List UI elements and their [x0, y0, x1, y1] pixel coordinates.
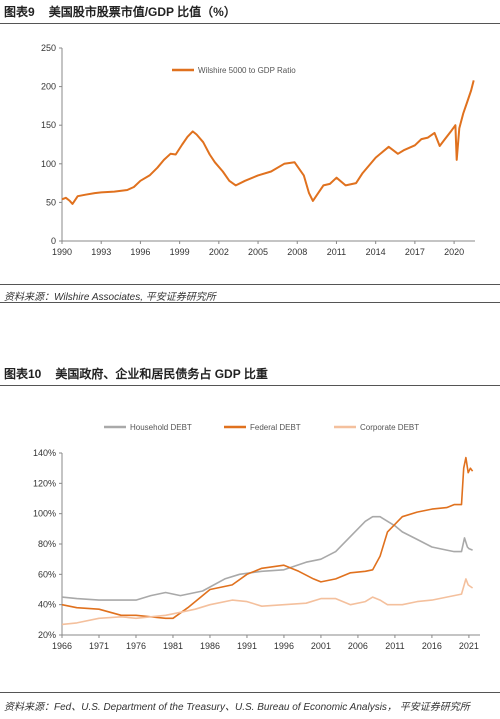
figure-header-1: 图表9 美国股市股票市值/GDP 比值（%） — [0, 0, 500, 22]
x-tick-label: 2001 — [311, 641, 331, 651]
legend-label-corporate-debt: Corporate DEBT — [360, 423, 419, 432]
y-tick-label: 100 — [41, 159, 56, 169]
x-tick-label: 1976 — [126, 641, 146, 651]
source-note: 资料来源：Fed、U.S. Department of the Treasury… — [4, 702, 470, 713]
source-note: 资料来源：Wilshire Associates, 平安证券研究所 — [4, 292, 216, 303]
x-tick-label: 1971 — [89, 641, 109, 651]
stock-to-gdp-chart: 1990 1993 1996 1999 2002 2005 2008 2011 2014 2017… — [41, 43, 475, 257]
header-rule — [0, 23, 500, 24]
figure-label: 图表10 — [4, 366, 42, 381]
y-tick-label: 150 — [41, 120, 56, 130]
figure-header-2: 图表10 美国政府、企业和居民债务占 GDP 比重 — [0, 362, 500, 384]
footer-rule — [0, 302, 500, 303]
x-tick-label: 2011 — [327, 247, 346, 257]
debt-to-gdp-chart: 1966 1971 1976 1981 1986 1991 1996 2001 2006 2011… — [33, 423, 480, 651]
y-tick-label: 0 — [51, 236, 56, 246]
legend-label-wilshire-5000-to-gdp-ratio: Wilshire 5000 to GDP Ratio — [198, 66, 296, 75]
series-line-household-debt — [61, 515, 473, 601]
x-tick-label: 1966 — [52, 641, 72, 651]
source-rule — [0, 284, 500, 285]
x-tick-label: 1996 — [130, 247, 150, 257]
x-tick-label: 1981 — [163, 641, 183, 651]
y-tick-label: 80% — [38, 539, 56, 549]
x-tick-label: 2014 — [366, 247, 386, 257]
x-tick-label: 1996 — [274, 641, 294, 651]
y-tick-label: 100% — [33, 509, 56, 519]
x-tick-label: 1990 — [52, 247, 72, 257]
y-tick-label: 140% — [33, 448, 56, 458]
y-tick-label: 50 — [46, 197, 56, 207]
series-line-corporate-debt — [61, 578, 474, 626]
y-tick-label: 40% — [38, 600, 56, 610]
x-tick-label: 2005 — [248, 247, 268, 257]
x-tick-label: 2008 — [287, 247, 307, 257]
x-tick-label: 1999 — [170, 247, 190, 257]
figure-title: 美国股市股票市值/GDP 比值（%） — [48, 4, 236, 19]
y-tick-label: 250 — [41, 43, 56, 53]
figure-title: 美国政府、企业和居民债务占 GDP 比重 — [55, 366, 268, 381]
figure-label: 图表9 — [4, 4, 35, 19]
x-tick-label: 2006 — [348, 641, 368, 651]
legend-label-household-debt: Household DEBT — [130, 423, 192, 432]
x-tick-label: 2021 — [459, 641, 479, 651]
x-tick-label: 1991 — [237, 641, 257, 651]
y-tick-label: 120% — [33, 478, 56, 488]
x-tick-label: 2020 — [444, 247, 464, 257]
source-rule — [0, 692, 500, 693]
series-line-federal-debt — [61, 456, 474, 620]
series-line-wilshire-5000-to-gdp-ratio — [61, 80, 475, 205]
x-tick-label: 2011 — [385, 641, 404, 651]
y-tick-label: 60% — [38, 569, 56, 579]
x-tick-label: 2016 — [422, 641, 442, 651]
x-tick-label: 1993 — [91, 247, 111, 257]
x-tick-label: 2002 — [209, 247, 229, 257]
header-rule — [0, 385, 500, 386]
legend-label-federal-debt: Federal DEBT — [250, 423, 301, 432]
x-tick-label: 2017 — [405, 247, 425, 257]
y-tick-label: 200 — [41, 82, 56, 92]
y-tick-label: 20% — [38, 630, 56, 640]
x-tick-label: 1986 — [200, 641, 220, 651]
